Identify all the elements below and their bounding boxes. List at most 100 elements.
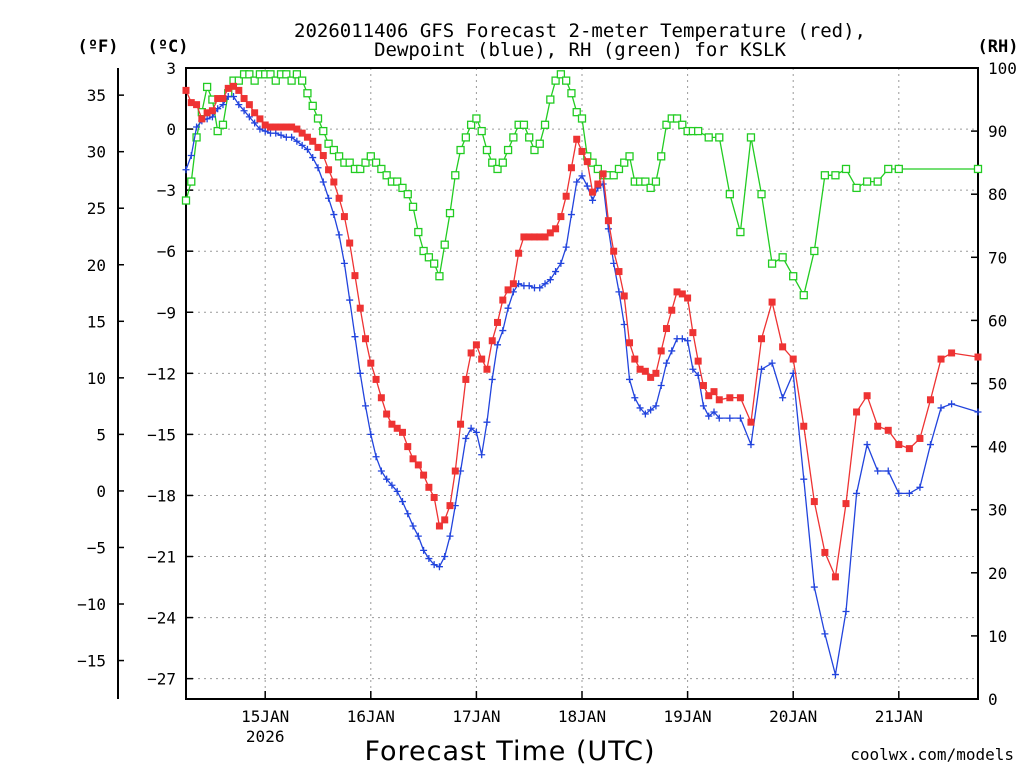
rh-point bbox=[403, 190, 412, 199]
temperature-point bbox=[435, 522, 443, 530]
rh-point bbox=[218, 120, 228, 129]
temperature-point bbox=[425, 483, 433, 491]
temperature-point bbox=[208, 107, 216, 115]
dewpoint-point bbox=[346, 296, 354, 304]
temperature-point bbox=[224, 84, 232, 92]
rh-point bbox=[287, 76, 296, 85]
temperature-point bbox=[525, 233, 533, 241]
rh-point bbox=[662, 120, 671, 129]
temperature-point bbox=[552, 225, 560, 233]
rh-tick-label: 30 bbox=[988, 501, 1007, 520]
rh-point bbox=[572, 108, 581, 117]
rh-point bbox=[556, 70, 566, 79]
dewpoint-point bbox=[435, 563, 443, 571]
chart-title-line2: Dewpoint (blue), RH (green) for KSLK bbox=[374, 39, 786, 61]
dewpoint-point bbox=[895, 489, 903, 497]
fahrenheit-tick-label: 25 bbox=[87, 199, 106, 218]
x-tick-label: 18JAN bbox=[558, 707, 606, 726]
temperature-point bbox=[272, 123, 280, 131]
celsius-tick-label: −24 bbox=[147, 609, 176, 628]
temperature-point bbox=[589, 188, 597, 196]
dewpoint-point bbox=[420, 546, 428, 554]
dewpoint-point bbox=[319, 178, 327, 186]
celsius-tick-label: −12 bbox=[147, 364, 176, 383]
dewpoint-point bbox=[604, 225, 612, 233]
dewpoint-point bbox=[230, 92, 238, 100]
dewpoint-point bbox=[504, 304, 512, 312]
temperature-point bbox=[974, 353, 982, 361]
temperature-point bbox=[356, 304, 364, 312]
temperature-point bbox=[652, 369, 660, 377]
temperature-point bbox=[705, 392, 713, 400]
temperature-point bbox=[536, 233, 544, 241]
dewpoint-point bbox=[647, 406, 655, 414]
dewpoint-point bbox=[288, 133, 296, 141]
rh-point bbox=[292, 70, 302, 79]
temperature-point bbox=[573, 135, 581, 143]
dewpoint-point bbox=[245, 113, 253, 121]
dewpoint-point bbox=[810, 583, 818, 591]
dewpoint-point bbox=[758, 365, 766, 373]
rh-tick-label: 0 bbox=[988, 690, 998, 709]
temperature-point bbox=[895, 441, 903, 449]
rh-point bbox=[356, 164, 365, 174]
temperature-point bbox=[293, 125, 301, 133]
temperature-point bbox=[346, 239, 354, 247]
temperature-point bbox=[715, 396, 723, 404]
temperature-point bbox=[388, 420, 396, 428]
temperature-point bbox=[325, 166, 333, 174]
temperature-point bbox=[472, 341, 480, 349]
temperature-point bbox=[494, 318, 502, 326]
rh-point bbox=[181, 196, 191, 205]
temperature-point bbox=[831, 573, 839, 581]
rh-point bbox=[884, 164, 893, 174]
temperature-point bbox=[504, 286, 512, 294]
dewpoint-point bbox=[335, 231, 343, 239]
rh-point bbox=[562, 76, 571, 85]
temperature-point bbox=[800, 422, 808, 430]
temperature-point bbox=[182, 86, 190, 94]
rh-point bbox=[430, 259, 439, 268]
temperature-point bbox=[457, 420, 465, 428]
rh-point bbox=[799, 291, 808, 300]
dewpoint-point bbox=[768, 359, 776, 367]
dewpoint-point bbox=[948, 400, 956, 408]
rh-tick-label: 40 bbox=[988, 438, 1007, 457]
temperature-point bbox=[604, 217, 612, 225]
temperature-point bbox=[451, 467, 459, 475]
dewpoint-point bbox=[557, 259, 565, 267]
temperature-point bbox=[620, 292, 628, 300]
dewpoint-point bbox=[583, 182, 591, 190]
dewpoint-point bbox=[821, 630, 829, 638]
dewpoint-point bbox=[467, 424, 475, 432]
dewpoint-point bbox=[694, 371, 702, 379]
dewpoint-point bbox=[462, 434, 470, 442]
rh-point bbox=[678, 120, 687, 129]
rh-point bbox=[435, 272, 444, 281]
rh-point bbox=[694, 126, 703, 136]
celsius-axis-ticks: 3 0 −3 −6 −9 −12 −15 −18 −21 −24 −27 bbox=[147, 59, 193, 689]
rh-point bbox=[519, 120, 529, 129]
fahrenheit-tick-label: 35 bbox=[87, 86, 106, 105]
temperature-point bbox=[483, 365, 491, 373]
temperature-point bbox=[636, 365, 644, 373]
rh-point bbox=[530, 145, 539, 155]
dewpoint-point bbox=[478, 451, 486, 459]
temperature-point bbox=[509, 280, 517, 288]
temperature-point bbox=[610, 247, 618, 255]
rh-point bbox=[715, 133, 724, 142]
rh-point bbox=[371, 158, 381, 167]
dewpoint-point bbox=[926, 441, 934, 449]
temperature-point bbox=[631, 355, 639, 363]
rh-point bbox=[202, 82, 212, 92]
dewpoint-point bbox=[884, 467, 892, 475]
rh-point bbox=[704, 133, 713, 142]
dewpoint-point bbox=[525, 282, 533, 290]
celsius-tick-label: −15 bbox=[147, 425, 176, 444]
rh-units-label: (RH) bbox=[978, 37, 1019, 57]
dewpoint-point bbox=[235, 101, 243, 109]
fahrenheit-tick-label: 5 bbox=[96, 425, 106, 444]
rh-point bbox=[625, 152, 634, 161]
temperature-point bbox=[768, 298, 776, 306]
celsius-tick-label: −18 bbox=[147, 486, 176, 505]
